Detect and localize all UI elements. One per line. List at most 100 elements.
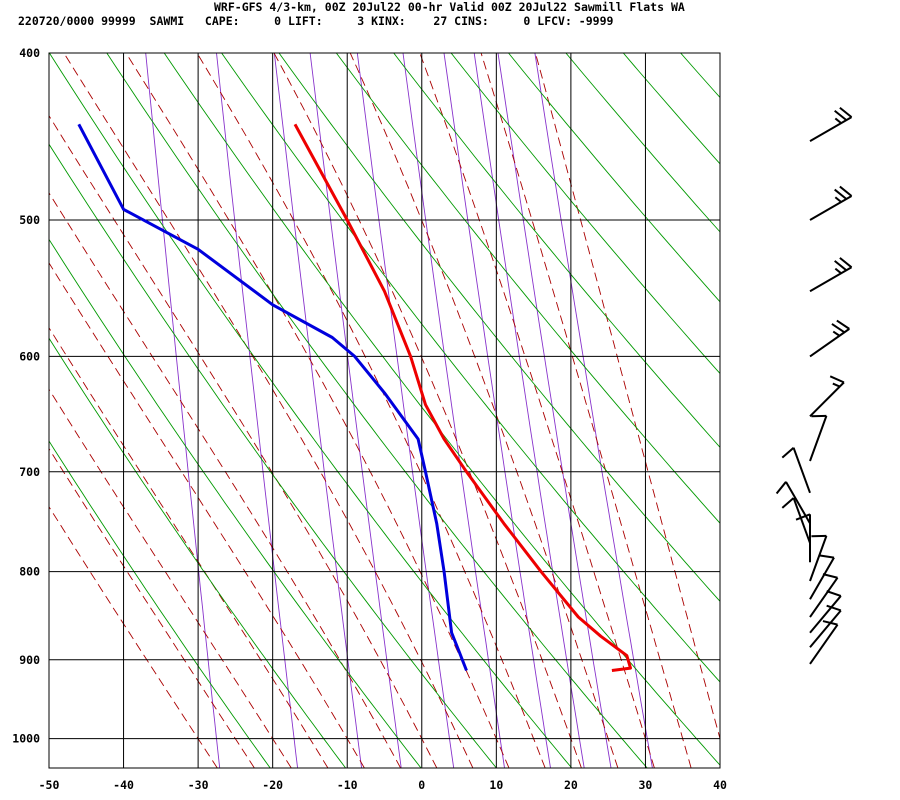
moist-adiabat bbox=[534, 53, 720, 741]
wind-barbs bbox=[775, 106, 853, 665]
wind-barb bbox=[809, 554, 835, 600]
x-tick-label: -10 bbox=[337, 778, 358, 792]
dry-adiabat bbox=[163, 53, 720, 766]
moist-adiabat bbox=[49, 447, 255, 768]
wind-barb-shaft bbox=[809, 415, 828, 462]
mixing-ratio-line bbox=[356, 53, 455, 768]
moist-adiabat bbox=[49, 326, 329, 768]
y-tick-label: 400 bbox=[19, 46, 40, 60]
wind-barb bbox=[775, 481, 811, 524]
wind-barb-shaft bbox=[809, 535, 828, 582]
dry-adiabat bbox=[508, 53, 720, 303]
wind-barb-flag bbox=[834, 196, 842, 203]
x-tick-label: -50 bbox=[39, 778, 60, 792]
wind-barb-flag bbox=[795, 513, 811, 521]
moist-adiabat bbox=[49, 388, 292, 768]
dry-adiabat bbox=[49, 337, 346, 768]
y-tick-label: 600 bbox=[19, 349, 40, 363]
dry-adiabat bbox=[49, 53, 573, 768]
temperature-trace bbox=[293, 123, 632, 672]
wind-barb-flag bbox=[781, 446, 795, 459]
wind-barb-shaft bbox=[809, 577, 839, 618]
wind-barb-flag bbox=[836, 319, 850, 330]
wind-barb-shaft bbox=[785, 481, 811, 524]
wind-barb-flag bbox=[834, 109, 847, 121]
wind-barb-flag bbox=[834, 117, 842, 124]
mixing-ratio-line bbox=[534, 53, 653, 768]
dry-adiabat bbox=[853, 53, 900, 768]
wind-barb bbox=[809, 375, 845, 418]
wind-barb-flag bbox=[834, 267, 842, 275]
mixing-ratio-line bbox=[216, 53, 299, 768]
mixing-ratio-line bbox=[273, 53, 363, 768]
moist-adiabat bbox=[49, 192, 401, 768]
x-tick-labels: -50 -40 -30 -20 -10 0 10 20 30 40 bbox=[39, 778, 727, 792]
y-tick-label: 1000 bbox=[12, 732, 40, 746]
mixing-ratio-line bbox=[402, 53, 505, 768]
dry-adiabat bbox=[680, 53, 720, 99]
wind-barb-shaft bbox=[809, 595, 842, 634]
x-tick-label: -40 bbox=[113, 778, 134, 792]
wind-barb bbox=[809, 257, 853, 293]
y-tick-label: 900 bbox=[19, 653, 40, 667]
moist-adiabat bbox=[273, 53, 582, 768]
wind-barb-shaft bbox=[792, 447, 811, 494]
wind-barb bbox=[809, 604, 842, 648]
wind-barb-shaft bbox=[809, 328, 850, 358]
y-tick-label: 800 bbox=[19, 565, 40, 579]
dry-adiabat bbox=[278, 53, 720, 603]
wind-barb-flag bbox=[826, 604, 842, 612]
dry-adiabat bbox=[221, 53, 720, 683]
x-tick-label: 10 bbox=[489, 778, 503, 792]
wind-barb-flag bbox=[775, 481, 787, 495]
wind-barb-shaft bbox=[809, 116, 853, 143]
x-tick-label: 40 bbox=[713, 778, 727, 792]
wind-barb-flag bbox=[834, 260, 847, 272]
wind-barb-flag bbox=[831, 323, 845, 334]
mixing-ratio-lines bbox=[145, 53, 653, 768]
moist-adiabat bbox=[349, 53, 619, 768]
wind-barb-flag bbox=[839, 185, 853, 197]
wind-barb-flag bbox=[839, 257, 853, 269]
wind-barb bbox=[809, 590, 842, 634]
mixing-ratio-line bbox=[497, 53, 612, 768]
stability-indices: 220720/0000 99999 SAWMI CAPE: 0 LIFT: 3 … bbox=[18, 14, 614, 28]
wind-barb-shaft bbox=[792, 497, 811, 544]
dry-adiabats bbox=[49, 53, 900, 768]
mixing-ratio-line bbox=[145, 53, 221, 768]
wind-barb bbox=[809, 185, 853, 221]
wind-barb bbox=[809, 414, 828, 462]
wind-barb-flag bbox=[781, 497, 795, 509]
mixing-ratio-line bbox=[443, 53, 551, 768]
wind-barb-flag bbox=[839, 106, 853, 118]
moist-adiabat bbox=[125, 53, 510, 768]
mixing-ratio-line bbox=[309, 53, 402, 768]
dry-adiabat bbox=[49, 143, 497, 768]
moist-adiabat bbox=[63, 53, 474, 768]
wind-barb bbox=[781, 446, 811, 494]
dry-adiabat bbox=[335, 53, 720, 524]
y-tick-labels: 400 500 600 700 800 900 1000 bbox=[12, 46, 40, 746]
wind-barb-flag bbox=[834, 188, 847, 200]
dry-adiabat bbox=[49, 238, 422, 768]
y-tick-label: 700 bbox=[19, 465, 40, 479]
chart-title: WRF-GFS 4/3-km, 00Z 20Jul22 00-hr Valid … bbox=[214, 0, 685, 14]
x-tick-label: 20 bbox=[564, 778, 578, 792]
dry-adiabat bbox=[450, 53, 720, 375]
wind-barb bbox=[781, 497, 811, 544]
wind-barb-flag bbox=[819, 554, 835, 559]
dry-adiabat bbox=[393, 53, 720, 448]
x-tick-label: 0 bbox=[418, 778, 425, 792]
wind-barb-shaft bbox=[809, 609, 842, 648]
wind-barb bbox=[809, 106, 853, 143]
grid-lines bbox=[49, 52, 720, 768]
wind-barb bbox=[809, 534, 828, 582]
wind-barb-shaft bbox=[809, 557, 835, 600]
dry-adiabat bbox=[738, 53, 900, 768]
wind-barb-flag bbox=[832, 382, 841, 388]
wind-barb bbox=[809, 319, 850, 358]
moist-adiabat bbox=[49, 262, 365, 768]
dry-adiabat bbox=[106, 53, 648, 768]
wind-barb-shaft bbox=[809, 381, 845, 418]
